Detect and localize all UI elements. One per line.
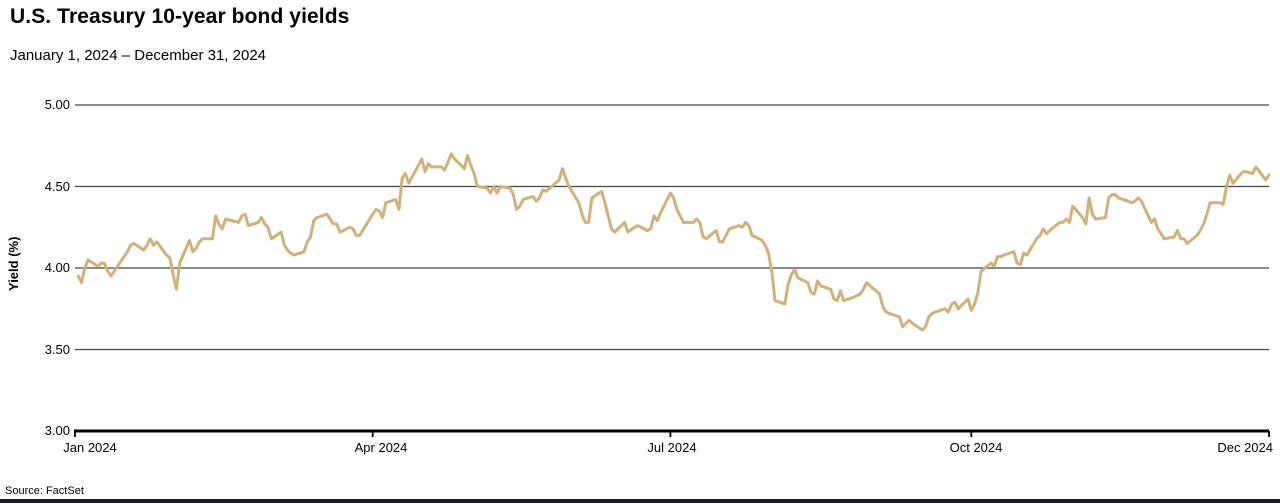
y-tick-label-3.00: 3.00 [44, 423, 70, 438]
footer-accent-bar [0, 499, 1280, 503]
y-tick-label-4.00: 4.00 [44, 260, 70, 275]
x-tick-label-apr: Apr 2024 [354, 440, 408, 455]
chart-title: U.S. Treasury 10-year bond yields [10, 5, 350, 28]
axis-ticks [74, 431, 1270, 437]
y-tick-label-5.00: 5.00 [44, 97, 70, 112]
x-tick-label-dec: Dec 2024 [1217, 440, 1273, 455]
x-tick-label-jan: Jan 2024 [63, 440, 117, 455]
yield-line [76, 152, 1271, 332]
chart-subtitle: January 1, 2024 – December 31, 2024 [10, 47, 267, 64]
x-tick-label-oct: Oct 2024 [949, 440, 1003, 455]
y-tick-label-3.50: 3.50 [44, 342, 70, 357]
x-tick-label-jul: Jul 2024 [647, 440, 697, 455]
source-attribution: Source: FactSet [5, 485, 84, 497]
y-tick-label-4.50: 4.50 [44, 179, 70, 194]
gridlines [75, 104, 1269, 351]
